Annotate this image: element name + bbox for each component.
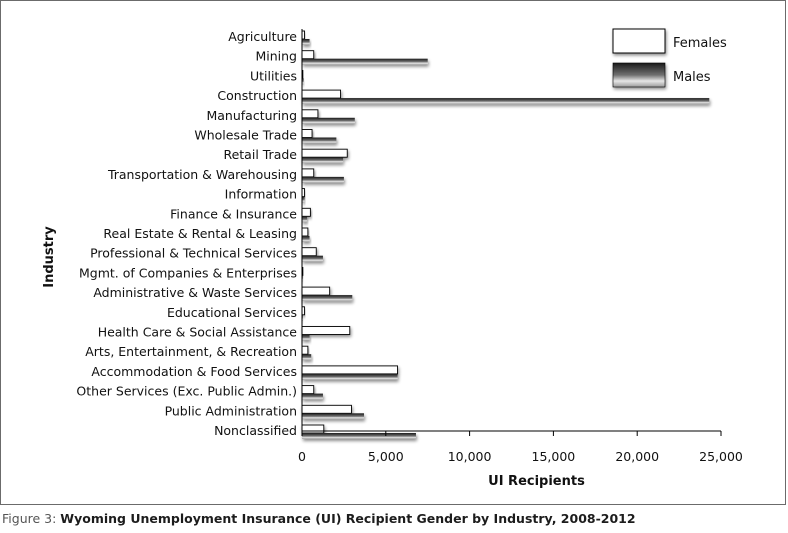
category-label: Administrative & Waste Services (93, 285, 297, 300)
bar-females-mining (301, 50, 315, 60)
bar-females-transportation-warehousing (301, 168, 315, 178)
category-label: Educational Services (167, 305, 297, 320)
category-label: Finance & Insurance (170, 206, 297, 221)
category-label: Mgmt. of Companies & Enterprises (79, 265, 297, 280)
bar-males-real-estate-rental-leasing (302, 236, 310, 242)
category-label: Public Administration (165, 403, 297, 418)
bar-males-information (302, 196, 305, 203)
caption-title: Wyoming Unemployment Insurance (UI) Reci… (60, 511, 636, 526)
bar-males-manufacturing (302, 117, 355, 124)
bar-males-administrative-waste-services (302, 295, 353, 302)
bar-females-health-care-social-assistance (301, 326, 351, 335)
category-label: Real Estate & Rental & Leasing (103, 226, 297, 241)
bar-males-wholesale-trade (302, 137, 337, 144)
bars-layer (301, 30, 710, 439)
bar-males-agriculture (302, 39, 310, 45)
bar-males-utilities (302, 78, 304, 85)
y-axis-title: Industry (42, 226, 57, 288)
bar-females-retail-trade (301, 148, 348, 158)
legend-swatch-females (612, 28, 666, 54)
x-tick-label: 5,000 (368, 449, 404, 464)
category-label: Retail Trade (223, 147, 297, 162)
legend-label-males: Males (673, 70, 711, 85)
bar-females-real-estate-rental-leasing (301, 227, 309, 237)
legend: Females Males (612, 28, 727, 88)
chart-frame: Agriculture Mining Utilities Construction Ma… (0, 0, 786, 505)
legend-swatch-males (612, 62, 666, 88)
category-label: Manufacturing (206, 108, 297, 123)
category-label: Construction (217, 88, 297, 103)
category-label: Professional & Technical Services (90, 246, 297, 261)
bar-females-administrative-waste-services (301, 286, 331, 296)
bar-males-retail-trade (302, 157, 344, 164)
x-axis-title: UI Recipients (488, 474, 585, 489)
category-label: Accommodation & Food Services (91, 364, 297, 379)
category-label: Nonclassified (214, 423, 297, 438)
bar-females-other-services-exc-public-admin (301, 385, 315, 395)
bar-females-construction (301, 89, 341, 99)
bar-females-arts-entertainment-recreation (301, 345, 309, 355)
category-label: Wholesale Trade (194, 128, 297, 143)
bar-males-transportation-warehousing (302, 176, 344, 183)
x-ticks: 0 5,000 10,000 15,000 20,000 25,000 (298, 431, 743, 464)
caption-label: Figure 3: (2, 511, 57, 526)
category-labels: Agriculture Mining Utilities Construction Ma… (76, 29, 297, 438)
bar-males-accommodation-food-services (302, 373, 398, 380)
bar-chart: Agriculture Mining Utilities Construction Ma… (42, 28, 743, 489)
category-label: Other Services (Exc. Public Admin.) (76, 384, 297, 399)
bar-females-accommodation-food-services (301, 365, 398, 375)
x-tick-label: 10,000 (448, 449, 492, 464)
legend-label-females: Females (673, 36, 727, 51)
bar-females-public-administration (301, 404, 352, 414)
bar-females-nonclassified (301, 424, 325, 434)
bar-females-finance-insurance (301, 207, 311, 217)
bar-males-finance-insurance (302, 216, 308, 223)
bar-females-professional-technical-services (301, 247, 317, 257)
bar-males-public-administration (302, 413, 365, 420)
category-label: Information (225, 187, 297, 202)
bar-males-nonclassified (302, 433, 416, 439)
bar-males-arts-entertainment-recreation (302, 354, 312, 361)
bar-males-construction (302, 98, 710, 105)
x-tick-label: 15,000 (532, 449, 576, 464)
category-label: Health Care & Social Assistance (98, 325, 298, 340)
category-label: Transportation & Warehousing (107, 167, 297, 182)
bar-females-manufacturing (301, 109, 319, 119)
bar-males-professional-technical-services (302, 255, 323, 262)
category-label: Mining (255, 49, 297, 64)
bar-males-other-services-exc-public-admin (302, 393, 323, 400)
category-label: Agriculture (228, 29, 297, 44)
bar-males-health-care-social-assistance (302, 334, 310, 341)
bar-females-wholesale-trade (301, 129, 313, 138)
x-tick-label: 20,000 (615, 449, 659, 464)
x-tick-label: 25,000 (699, 449, 743, 464)
category-label: Arts, Entertainment, & Recreation (85, 344, 297, 359)
bar-males-mining (302, 58, 428, 65)
x-tick-label: 0 (298, 449, 306, 464)
figure-caption: Figure 3: Wyoming Unemployment Insurance… (2, 511, 636, 526)
category-label: Utilities (250, 68, 297, 83)
